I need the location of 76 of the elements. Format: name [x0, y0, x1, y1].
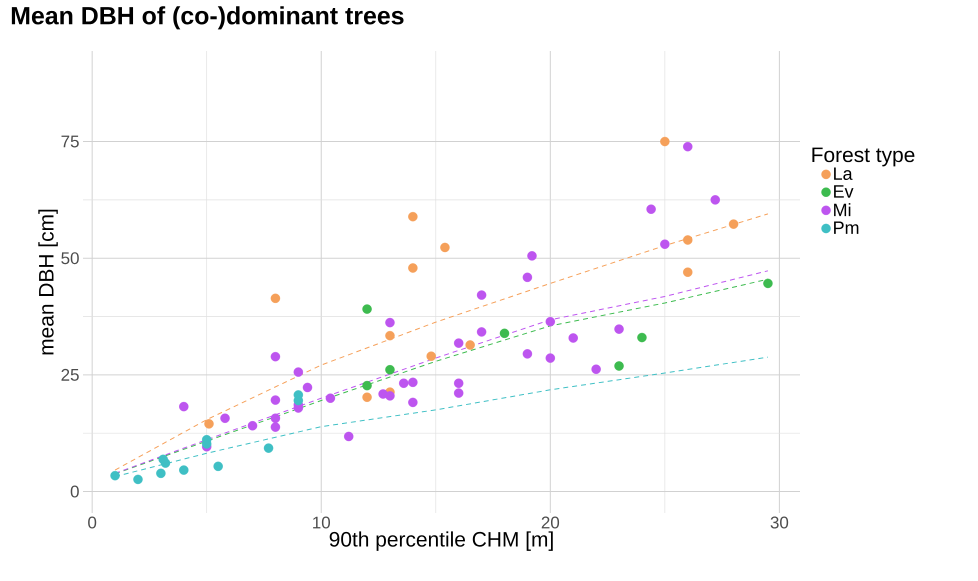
point [179, 465, 189, 475]
point [522, 272, 532, 282]
legend-label: La [834, 167, 853, 180]
point [362, 392, 372, 402]
x-tick-label: 20 [542, 516, 560, 529]
point [476, 327, 486, 337]
point [302, 382, 312, 392]
x-tick-label: 30 [770, 516, 788, 529]
point [270, 294, 280, 304]
point [660, 136, 670, 146]
point [294, 367, 304, 377]
point [546, 316, 556, 326]
point [270, 395, 280, 405]
point [270, 422, 280, 432]
point [213, 462, 223, 472]
point [270, 352, 280, 362]
point [440, 242, 450, 252]
point [637, 332, 647, 342]
point [454, 388, 464, 398]
point [160, 458, 170, 468]
point [326, 393, 336, 403]
point [614, 324, 624, 334]
point [362, 380, 372, 390]
point [614, 361, 624, 371]
point [546, 353, 556, 363]
x-axis-title: 90th percentile CHM [m] [330, 531, 553, 551]
point [156, 468, 166, 478]
chart-title: Mean DBH of (co-)dominant trees [12, 6, 404, 30]
point [398, 378, 408, 388]
point [527, 251, 537, 261]
point [763, 278, 773, 288]
point [710, 195, 720, 205]
point [568, 333, 578, 343]
point [660, 239, 670, 249]
point [110, 470, 120, 480]
point [248, 421, 258, 430]
point [591, 364, 601, 374]
legend-label: Mi [834, 203, 850, 216]
point [476, 290, 486, 300]
y-tick-label: 25 [62, 368, 79, 381]
point [179, 402, 189, 412]
point [454, 378, 464, 388]
point [426, 351, 436, 361]
point [133, 474, 143, 484]
point [522, 349, 532, 359]
point [362, 304, 372, 314]
legend-label: Ev [834, 185, 854, 198]
point [683, 235, 692, 245]
point [454, 338, 464, 348]
point [408, 263, 418, 273]
point [408, 378, 418, 388]
legend-label: Pm [834, 222, 858, 234]
point [344, 432, 354, 442]
point [646, 204, 656, 214]
legend-title: Forest type [812, 148, 914, 166]
point [204, 419, 214, 429]
point [408, 212, 418, 222]
point [500, 328, 510, 338]
y-tick-label: 75 [62, 136, 79, 148]
point [683, 142, 692, 152]
point [465, 340, 475, 350]
point [385, 330, 395, 340]
point [385, 391, 395, 401]
point [408, 398, 418, 408]
y-tick-label: 0 [70, 486, 79, 498]
x-tick-label: 10 [313, 516, 330, 529]
point [264, 443, 274, 453]
x-tick-label: 0 [88, 516, 96, 529]
point [683, 267, 692, 277]
point [385, 365, 395, 374]
point [728, 219, 738, 229]
point [220, 414, 230, 423]
point [385, 318, 395, 328]
y-tick-label: 50 [61, 252, 79, 264]
point [270, 414, 280, 423]
y-axis-title: mean DBH [cm] [38, 210, 58, 354]
